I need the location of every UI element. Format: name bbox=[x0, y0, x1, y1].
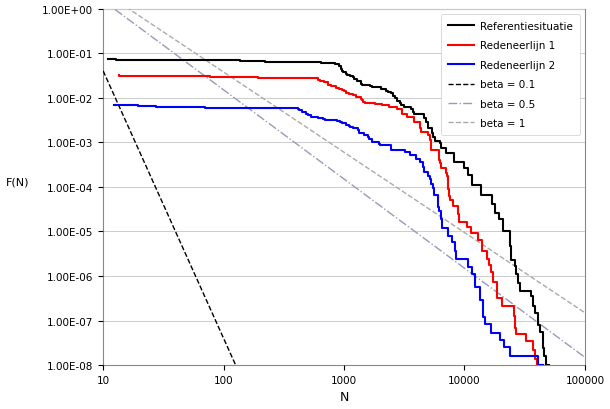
beta = 1 bbox=[581, 310, 589, 315]
X-axis label: N: N bbox=[339, 391, 349, 403]
beta = 1 bbox=[565, 300, 573, 305]
Referentiesituatie bbox=[543, 353, 550, 358]
beta = 0.1 bbox=[105, 81, 112, 86]
beta = 0.5 bbox=[294, 143, 301, 148]
beta = 0.1 bbox=[104, 80, 112, 85]
Redeneerlijn 1 bbox=[115, 74, 122, 79]
Referentiesituatie bbox=[543, 363, 550, 368]
Redeneerlijn 2 bbox=[169, 105, 176, 110]
beta = 0.5 bbox=[581, 355, 589, 360]
Redeneerlijn 2 bbox=[479, 306, 487, 311]
Redeneerlijn 2 bbox=[110, 103, 117, 108]
Line: Referentiesituatie: Referentiesituatie bbox=[108, 60, 548, 365]
Redeneerlijn 2 bbox=[345, 123, 353, 128]
beta = 1 bbox=[534, 279, 541, 284]
beta = 0.1 bbox=[160, 205, 168, 210]
beta = 1 bbox=[491, 251, 498, 256]
Redeneerlijn 1 bbox=[352, 95, 359, 100]
Redeneerlijn 2 bbox=[445, 226, 452, 231]
beta = 0.1 bbox=[195, 281, 203, 285]
beta = 0.5 bbox=[430, 243, 437, 248]
Line: beta = 1: beta = 1 bbox=[109, 0, 585, 313]
Redeneerlijn 2 bbox=[345, 124, 353, 129]
beta = 0.5 bbox=[99, 0, 107, 4]
Referentiesituatie bbox=[431, 139, 439, 144]
beta = 0.1 bbox=[214, 322, 221, 327]
Line: Redeneerlijn 1: Redeneerlijn 1 bbox=[118, 76, 543, 365]
Redeneerlijn 2 bbox=[539, 363, 547, 368]
beta = 0.1 bbox=[149, 179, 157, 184]
Referentiesituatie bbox=[350, 76, 357, 81]
Redeneerlijn 1 bbox=[157, 74, 164, 79]
beta = 0.1 bbox=[99, 69, 107, 74]
Redeneerlijn 1 bbox=[533, 363, 540, 368]
beta = 1 bbox=[146, 21, 153, 26]
beta = 0.5 bbox=[475, 276, 483, 281]
beta = 0.5 bbox=[149, 36, 156, 40]
beta = 0.5 bbox=[312, 156, 319, 161]
beta = 0.1 bbox=[252, 407, 259, 409]
Line: beta = 0.1: beta = 0.1 bbox=[103, 72, 256, 409]
Referentiesituatie bbox=[104, 57, 112, 62]
Redeneerlijn 2 bbox=[429, 182, 437, 187]
Redeneerlijn 2 bbox=[534, 363, 542, 368]
Y-axis label: F(N): F(N) bbox=[5, 178, 29, 187]
Redeneerlijn 1 bbox=[437, 162, 445, 166]
Redeneerlijn 1 bbox=[498, 296, 506, 301]
Referentiesituatie bbox=[539, 330, 547, 335]
Redeneerlijn 1 bbox=[425, 130, 432, 135]
beta = 1 bbox=[253, 92, 260, 97]
Redeneerlijn 1 bbox=[475, 231, 482, 236]
beta = 0.5 bbox=[484, 283, 491, 288]
Referentiesituatie bbox=[545, 363, 552, 368]
Legend: Referentiesituatie, Redeneerlijn 1, Redeneerlijn 2, beta = 0.1, beta = 0.5, beta: Referentiesituatie, Redeneerlijn 1, Rede… bbox=[441, 15, 580, 136]
Referentiesituatie bbox=[237, 59, 244, 64]
Line: Redeneerlijn 2: Redeneerlijn 2 bbox=[113, 106, 543, 365]
beta = 1 bbox=[174, 40, 182, 45]
Line: beta = 0.5: beta = 0.5 bbox=[103, 2, 585, 357]
Redeneerlijn 1 bbox=[539, 363, 547, 368]
Referentiesituatie bbox=[513, 272, 520, 276]
